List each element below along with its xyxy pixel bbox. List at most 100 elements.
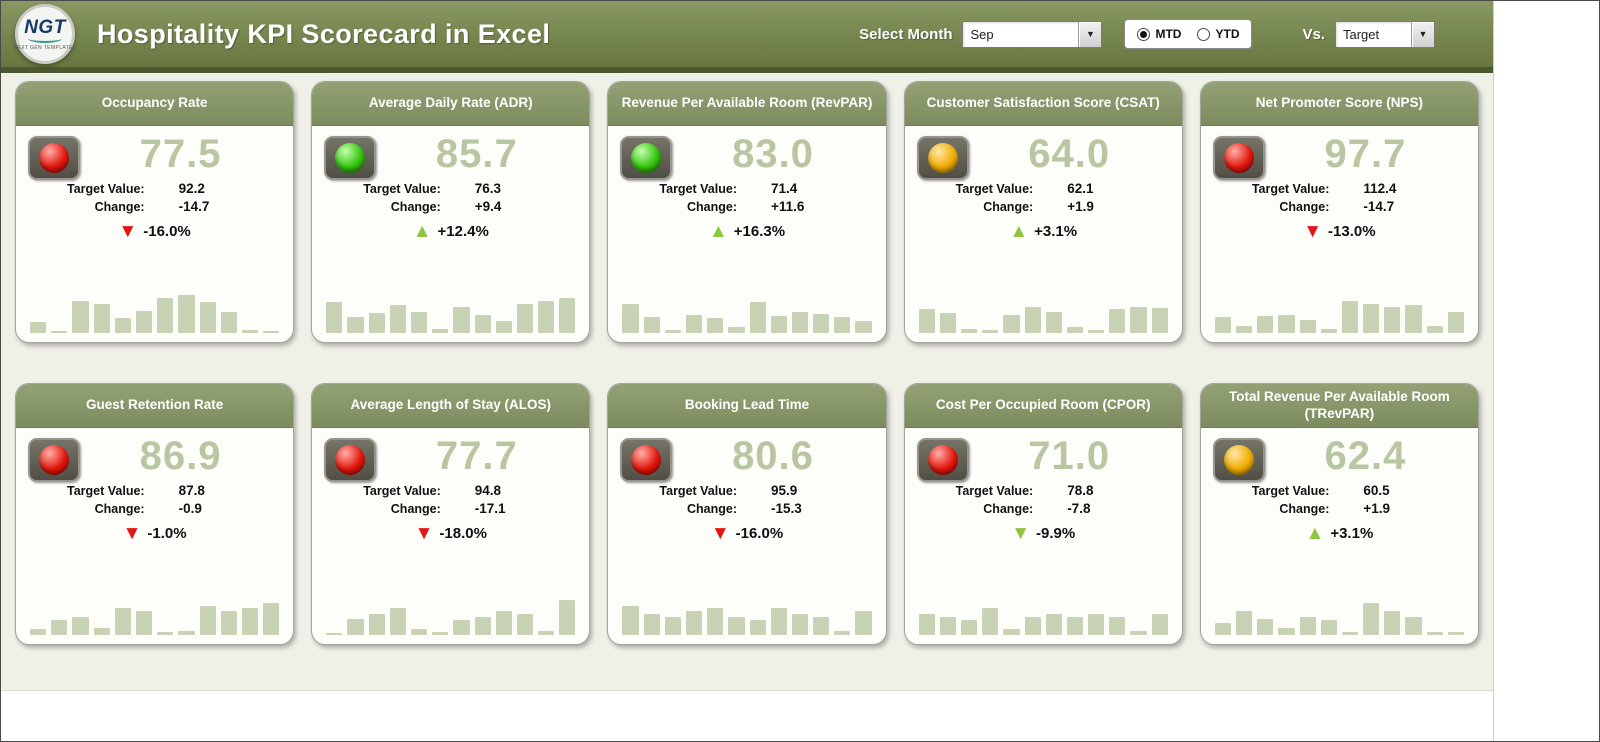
bar <box>1151 308 1168 333</box>
month-dropdown-value: Sep <box>970 26 994 42</box>
traffic-light-bulb <box>927 143 958 173</box>
radio-ytd[interactable]: YTD <box>1197 27 1239 41</box>
header: NGT NEXT GEN TEMPLATES Hospitality KPI S… <box>1 1 1493 73</box>
bar <box>1109 309 1126 333</box>
bar <box>791 613 809 635</box>
kpi-card: Guest Retention Rate 86.9 Target Value: … <box>15 383 295 645</box>
bar <box>791 311 809 333</box>
target-value-label: Target Value: <box>67 484 145 498</box>
kpi-body: 71.0 Target Value: 78.8 Change: -7.8 ▼ -… <box>905 428 1182 644</box>
logo-swoosh-icon <box>28 34 62 43</box>
change-value: -17.1 <box>474 501 506 516</box>
kpi-value: 80.6 <box>732 434 814 478</box>
traffic-light-icon <box>324 136 377 180</box>
change-value: -14.7 <box>178 199 210 214</box>
bar <box>538 630 555 635</box>
change-percent: -16.0% <box>143 222 191 240</box>
bar <box>1003 629 1020 635</box>
bar <box>199 301 216 333</box>
kpi-title: Average Length of Stay (ALOS) <box>312 384 590 428</box>
target-value-label: Target Value: <box>1251 484 1330 498</box>
trend-arrow-icon: ▼ <box>118 220 138 242</box>
kpi-card: Customer Satisfaction Score (CSAT) 64.0 … <box>903 81 1183 343</box>
bar <box>1024 617 1041 635</box>
bar <box>1045 613 1062 635</box>
bar <box>51 620 68 635</box>
bar <box>559 600 576 635</box>
trend-arrow-icon: ▲ <box>708 220 728 242</box>
bar <box>728 617 745 635</box>
change-label: Change: <box>94 200 145 214</box>
bar <box>1088 613 1105 635</box>
bar <box>1299 617 1316 635</box>
trend-arrow-icon: ▼ <box>122 522 142 544</box>
select-month-label: Select Month <box>859 25 953 43</box>
target-value: 87.8 <box>178 483 205 498</box>
bar <box>199 605 216 635</box>
radio-ytd-label: YTD <box>1215 27 1240 41</box>
bar <box>1066 327 1084 333</box>
bar <box>263 602 280 635</box>
bar <box>432 328 449 333</box>
month-dropdown[interactable]: Sep ▼ <box>962 20 1103 48</box>
trend-bar-chart <box>326 579 576 635</box>
traffic-light-icon <box>324 438 377 482</box>
change-label: Change: <box>94 502 145 516</box>
logo-subtext: NEXT GEN TEMPLATES <box>13 44 77 51</box>
bar <box>516 613 534 635</box>
chevron-down-icon[interactable]: ▼ <box>1078 21 1102 47</box>
change-percent: -13.0% <box>1328 222 1376 240</box>
change-value: -15.3 <box>770 501 802 516</box>
bar <box>918 613 935 635</box>
kpi-card: Cost Per Occupied Room (CPOR) 71.0 Targe… <box>903 383 1183 645</box>
target-value: 95.9 <box>770 483 798 498</box>
bar <box>1109 617 1126 635</box>
bar <box>960 328 978 333</box>
kpi-title: Guest Retention Rate <box>16 384 294 428</box>
radio-mtd-label: MTD <box>1155 27 1182 41</box>
target-value: 94.8 <box>474 483 502 498</box>
bar <box>1384 307 1401 333</box>
vs-dropdown[interactable]: Target ▼ <box>1335 20 1435 48</box>
bar <box>982 608 999 635</box>
target-value: 78.8 <box>1067 483 1094 498</box>
change-label: Change: <box>1279 200 1330 214</box>
bar <box>1320 620 1337 635</box>
worksheet-area: NGT NEXT GEN TEMPLATES Hospitality KPI S… <box>1 1 1494 741</box>
kpi-value: 77.5 <box>139 132 222 176</box>
kpi-value: 64.0 <box>1028 132 1111 176</box>
bar <box>157 298 174 333</box>
bar <box>368 313 385 333</box>
bar <box>664 617 681 635</box>
bar <box>855 611 872 635</box>
trend-bar-chart <box>1214 579 1465 635</box>
kpi-grid: Occupancy Rate 77.5 Target Value: 92.2 C… <box>1 73 1493 691</box>
bar <box>263 330 280 333</box>
bar <box>178 630 195 635</box>
bar <box>1405 617 1422 635</box>
change-percent: +16.3% <box>733 222 786 240</box>
target-value: 71.4 <box>770 181 798 196</box>
target-value-label: Target Value: <box>363 182 441 196</box>
traffic-light-icon <box>28 438 80 482</box>
bar <box>135 310 153 333</box>
bar <box>135 611 153 635</box>
target-value-label: Target Value: <box>1251 182 1330 196</box>
bar <box>1214 317 1231 333</box>
kpi-title: Cost Per Occupied Room (CPOR) <box>904 384 1182 428</box>
bar <box>664 329 681 333</box>
chevron-down-icon[interactable]: ▼ <box>1411 21 1434 47</box>
bar <box>495 611 512 635</box>
kpi-card: Total Revenue Per Available Room (TRevPA… <box>1199 383 1479 645</box>
change-percent: -9.9% <box>1036 524 1076 542</box>
radio-mtd[interactable]: MTD <box>1137 27 1181 41</box>
bar <box>559 298 576 333</box>
trend-bar-chart <box>1214 277 1465 333</box>
page-title: Hospitality KPI Scorecard in Excel <box>97 18 551 49</box>
target-value-label: Target Value: <box>955 484 1034 498</box>
radio-selected-icon <box>1137 27 1151 41</box>
kpi-body: 64.0 Target Value: 62.1 Change: +1.9 ▲ +… <box>905 126 1182 342</box>
bar <box>1320 328 1337 333</box>
trend-bar-chart <box>30 277 280 333</box>
